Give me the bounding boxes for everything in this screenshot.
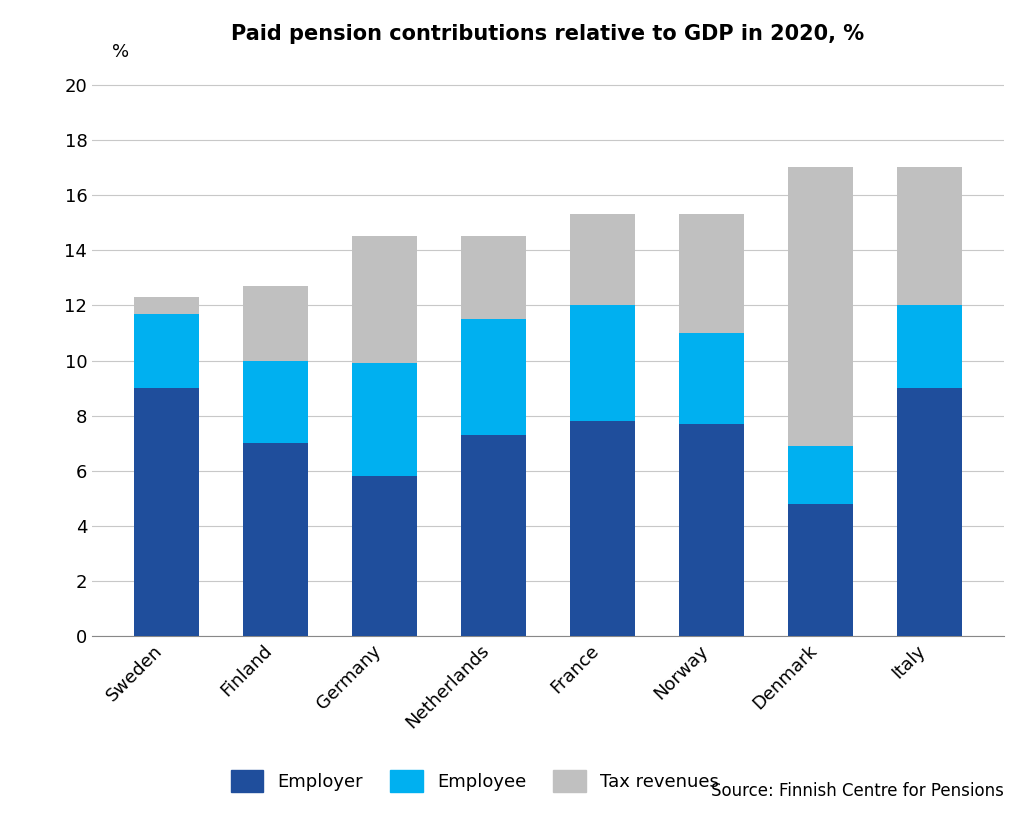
Bar	[351, 363, 417, 477]
Bar	[351, 477, 417, 636]
Bar	[787, 504, 853, 636]
Bar	[569, 305, 635, 421]
Bar	[461, 319, 526, 435]
Bar	[243, 443, 308, 636]
Bar	[679, 424, 744, 636]
Bar	[461, 237, 526, 319]
Bar	[679, 215, 744, 333]
Title: Paid pension contributions relative to GDP in 2020, %: Paid pension contributions relative to G…	[231, 24, 864, 44]
Bar	[897, 305, 963, 388]
Text: Source: Finnish Centre for Pensions: Source: Finnish Centre for Pensions	[711, 782, 1004, 800]
Text: %: %	[112, 43, 129, 61]
Bar	[461, 435, 526, 636]
Bar	[679, 333, 744, 424]
Bar	[133, 313, 199, 388]
Bar	[569, 215, 635, 305]
Bar	[243, 286, 308, 361]
Bar	[897, 167, 963, 305]
Bar	[897, 388, 963, 636]
Bar	[133, 388, 199, 636]
Bar	[133, 297, 199, 313]
Bar	[787, 446, 853, 504]
Bar	[569, 421, 635, 636]
Legend: Employer, Employee, Tax revenues: Employer, Employee, Tax revenues	[221, 761, 728, 801]
Bar	[243, 361, 308, 443]
Bar	[787, 167, 853, 446]
Bar	[351, 237, 417, 363]
